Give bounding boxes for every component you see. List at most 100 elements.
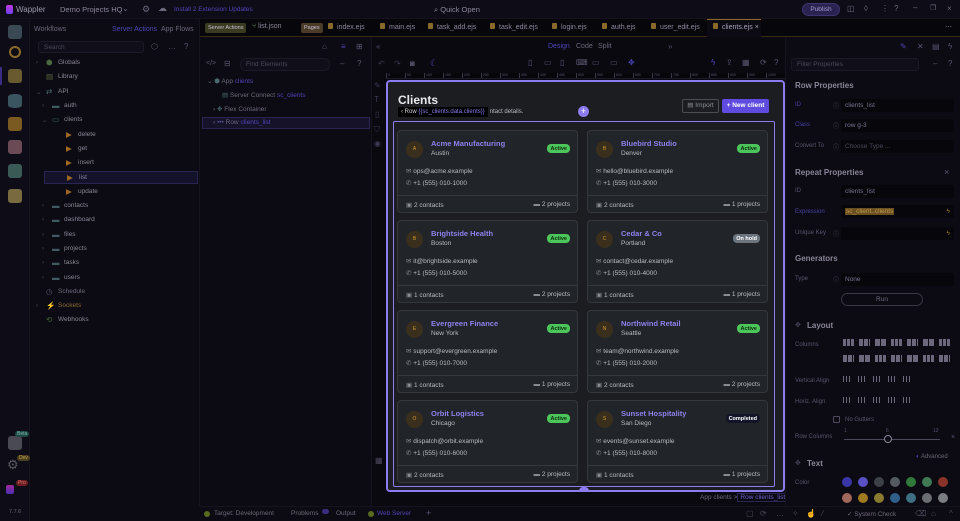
lightning-icon[interactable]: ϟ [946,230,950,237]
workflow-item-users[interactable]: › ▬ users [30,272,198,285]
chevron-right-icon[interactable]: › [42,202,45,209]
breadcrumb-current[interactable]: Row clients_list [737,493,789,502]
problems-tab[interactable]: Problems [291,510,319,517]
color-swatch[interactable] [922,493,932,503]
target-selector[interactable]: Target: Development [214,510,274,517]
reload-icon[interactable]: ⟳ [760,509,767,518]
client-name-link[interactable]: Bluebird Studio [621,139,677,148]
share-icon[interactable]: ⇪ [726,58,733,67]
convert-to-select[interactable]: Choose Type ... [841,140,954,153]
eraser-icon[interactable]: ⌫ [915,509,927,518]
close-window-icon[interactable]: × [947,4,952,13]
tab-index[interactable]: index.ejs [328,23,365,31]
thumbs-up-icon[interactable]: ☝ [806,509,816,518]
workflow-search-input[interactable]: Search [38,41,144,53]
layers-icon[interactable] [8,164,22,178]
clear-icon[interactable]: × [951,434,956,441]
ai-bot-icon[interactable] [8,189,22,203]
column-layout-option[interactable] [875,355,886,362]
column-layout-option[interactable] [907,355,918,362]
help-icon[interactable]: ? [894,4,899,13]
color-swatch[interactable] [938,477,948,487]
publish-button[interactable]: Publish [802,3,840,16]
color-swatch[interactable] [874,477,884,487]
brush-icon[interactable]: ⁄ [822,509,824,518]
color-swatch[interactable] [906,477,916,487]
no-gutters-checkbox[interactable] [833,416,840,423]
sitemap-icon[interactable]: ⊞ [356,42,363,51]
workflow-icon[interactable] [8,69,22,83]
chevron-right-icon[interactable]: › [42,230,45,238]
tools-icon[interactable]: ✕ [917,42,924,51]
client-name-link[interactable]: Evergreen Finance [431,319,499,328]
help-icon[interactable]: ? [948,59,953,68]
collapse-icon[interactable]: – [933,59,938,68]
edit-properties-icon[interactable]: ✎ [900,42,907,51]
git-branch-icon[interactable] [9,46,21,58]
code-icon[interactable]: </> [206,60,217,67]
new-client-button[interactable]: + New client [722,99,769,113]
breadcrumb-parent[interactable]: App clients [700,494,732,501]
color-swatch[interactable] [858,477,868,487]
chevron-down-icon[interactable]: ⌄ [122,4,129,13]
sparkle-icon[interactable]: ✧ [792,509,799,518]
help-icon[interactable]: ? [357,59,362,68]
refresh-icon[interactable]: ⟳ [760,58,767,67]
shirt-icon[interactable]: ⛉ [374,125,380,134]
column-layout-option[interactable] [907,339,918,346]
files-icon[interactable] [8,25,22,39]
expression-input[interactable]: sc_client..clients ϟ [841,205,954,218]
web-server-tab[interactable]: Web Server [377,510,412,517]
vertical-align-option[interactable] [843,376,852,382]
hexagon-settings-icon[interactable]: ⬡ [151,42,158,51]
column-layout-option[interactable] [923,355,934,362]
repeat-id-input[interactable]: clients_list [841,185,954,198]
client-name-link[interactable]: Brightside Health [431,229,494,238]
workflow-item-globals[interactable]: › ⬢ Globals [30,57,198,70]
chevron-right-icon[interactable]: › [36,302,39,310]
workflow-item-auth[interactable]: › ▬ auth [30,100,198,113]
client-name-link[interactable]: Northwind Retail [621,319,681,328]
chevron-right-icon[interactable]: › [42,259,45,267]
type-select[interactable]: None [841,273,954,286]
battery-icon[interactable]: ▯ [375,110,380,119]
workflow-item-projects[interactable]: › ▬ projects [30,243,198,256]
chevron-right-icon[interactable]: › [42,101,45,109]
tab-server-actions[interactable]: Server Actions [112,26,158,33]
chevron-down-icon[interactable]: ⌄ [42,117,48,125]
import-button[interactable]: ▤ Import [682,99,719,113]
chevron-right-icon[interactable]: › [42,244,45,252]
workflow-item-schedule[interactable]: ◷ Schedule [30,286,198,299]
tablet-icon[interactable]: ▯ [560,58,565,67]
workflow-item-library[interactable]: ▤ Library [30,71,198,84]
unique-key-input[interactable]: ϟ [841,227,954,240]
column-layout-option[interactable] [891,355,902,362]
chevron-right-icon[interactable]: › [36,59,39,66]
column-layout-option[interactable] [939,339,950,346]
chevron-right-icon[interactable]: › [42,216,45,224]
chevron-up-icon[interactable]: ^ [949,509,953,518]
color-swatch[interactable] [842,493,852,503]
client-name-link[interactable]: Acme Manufacturing [431,139,506,148]
column-layout-option[interactable] [859,339,870,346]
workflow-item-api[interactable]: ⌄ ⇄ API [30,86,198,99]
workflow-item-list[interactable]: ▶ list [44,171,198,185]
tabs-more-icon[interactable]: ⋯ [945,24,952,31]
tree-item-app[interactable]: ⌄ ⬢ App clients [207,77,253,85]
workflow-item-files[interactable]: › ▬ files [30,229,198,242]
tab-clients-active[interactable] [707,19,761,37]
mobile-icon[interactable]: ▯ [528,58,533,67]
help-icon[interactable]: ? [774,58,779,67]
add-element-plus-icon[interactable]: + [578,106,589,117]
gear-icon[interactable]: ⚙ [142,4,151,14]
advanced-toggle[interactable]: ◐ Advanced [916,454,948,460]
column-layout-option[interactable] [843,355,854,362]
large-desktop-icon[interactable]: ▭ [610,58,618,67]
app-structure-icon[interactable]: ⌂ [322,42,327,51]
add-terminal-icon[interactable]: + [426,508,432,518]
collapse-left-icon[interactable]: « [376,42,381,51]
run-button[interactable]: Run [841,293,923,306]
dark-mode-moon-icon[interactable]: ☾ [430,58,439,68]
square-icon[interactable]: ▢ [746,509,754,518]
color-swatch[interactable] [938,493,948,503]
